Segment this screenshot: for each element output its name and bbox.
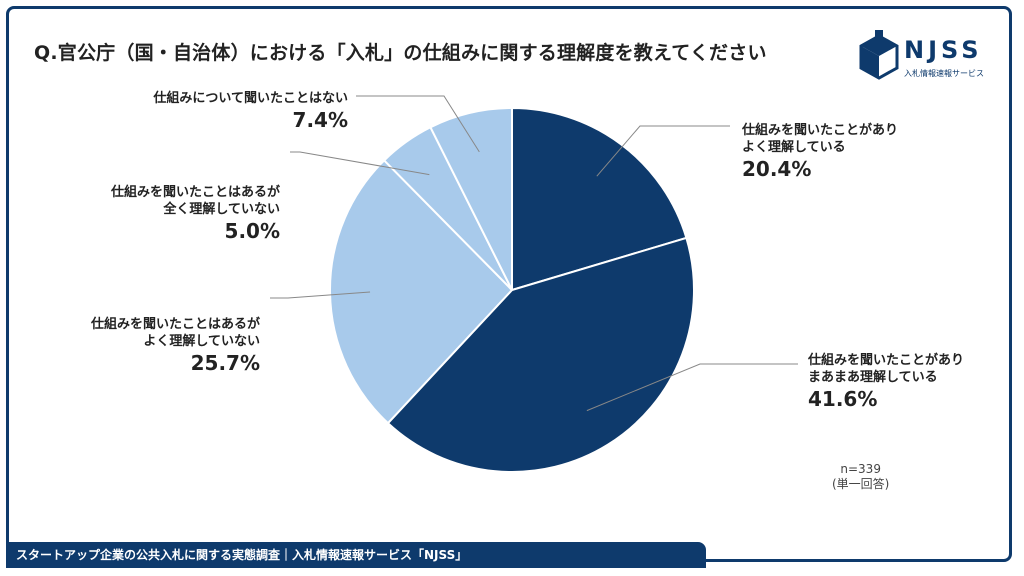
pie-slice-0 (511, 106, 688, 292)
leader-line-2 (270, 291, 371, 299)
pct-slice-1: 41.6% (808, 387, 878, 411)
leader-line-0 (596, 125, 730, 177)
pct-slice-0: 20.4% (742, 157, 812, 181)
leader-line-1 (586, 363, 798, 412)
label-slice-0: 仕組みを聞いたことがあり よく理解している 20.4% (742, 123, 899, 181)
pie-slice-2 (329, 158, 514, 425)
label-slice-3: 仕組みを聞いたことはあるが 全く理解していない 5.0% (70, 184, 280, 244)
pie-slice-4 (429, 106, 513, 291)
leader-line-4 (356, 95, 480, 153)
label-slice-4: 仕組みについて聞いたことはない 7.4% (120, 90, 348, 133)
label-slice-2: 仕組みを聞いたことはあるが よく理解していない 25.7% (60, 316, 260, 376)
logo-subtitle: 入札情報速報サービス (904, 69, 984, 78)
label-slice-1: 仕組みを聞いたことがあり まあまあ理解している 41.6% (808, 353, 965, 411)
njss-logo: NJSS 入札情報速報サービス (858, 30, 998, 86)
chart-title: Q.官公庁（国・自治体）における「入札」の仕組みに関する理解度を教えてください (34, 42, 767, 64)
pct-slice-2: 25.7% (190, 351, 260, 375)
sample-size: n=339 (840, 462, 881, 476)
leader-line-3 (290, 151, 430, 176)
pct-slice-4: 7.4% (292, 108, 348, 132)
sample-note: n=339 (単一回答) (832, 462, 889, 492)
pct-slice-3: 5.0% (224, 219, 280, 243)
answer-type: (単一回答) (832, 477, 890, 491)
footer-bar: スタートアップ企業の公共入札に関する実態調査｜入札情報速報サービス「NJSS」 (6, 542, 706, 568)
cube-icon (859, 30, 899, 80)
pie-slice-1 (386, 236, 695, 473)
logo-name: NJSS (904, 36, 983, 64)
